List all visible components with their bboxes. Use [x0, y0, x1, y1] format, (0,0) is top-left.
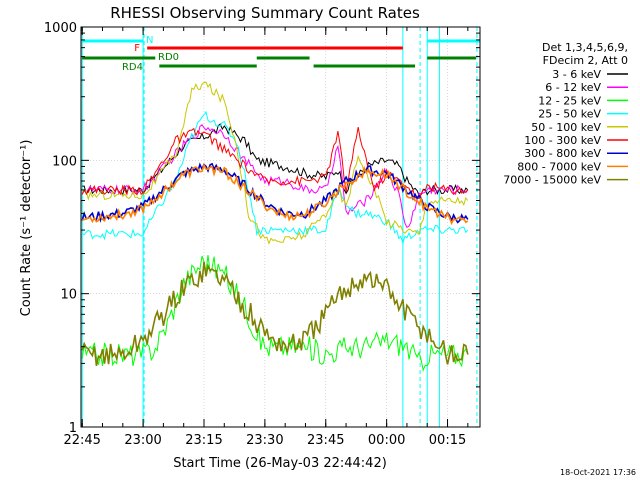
state-bar-label-rd0: RD0: [158, 52, 179, 63]
y-tick-label: 100: [52, 154, 77, 169]
axis-ticks-layer: 22:45 23:00 23:15 23:30 23:45 00:00 00:15 1 10 10…: [44, 21, 480, 448]
x-tick-label: 23:00: [124, 433, 161, 448]
legend-entry-label: 300 - 800 keV: [524, 147, 601, 160]
y-tick-label: 10: [60, 288, 77, 303]
state-bars-layer: NF RD0 RD4: [82, 35, 480, 73]
chart-title: RHESSI Observing Summary Count Rates: [110, 4, 420, 22]
x-tick-label: 23:45: [307, 433, 344, 448]
x-tick-label: 00:00: [368, 433, 405, 448]
series-line-3-6-kev-kev: [82, 123, 469, 197]
y-tick-label: 1: [69, 421, 77, 436]
footer-date: 18-Oct-2021 17:36: [560, 468, 636, 477]
x-axis-label: Start Time (26-May-03 22:44:42): [173, 456, 387, 471]
legend-entry-label: 7000 - 15000 keV: [503, 174, 601, 187]
legend-entry-label: 6 - 12 keV: [545, 81, 601, 94]
legend-header-detectors: Det 1,3,4,5,6,9,: [542, 41, 628, 54]
x-tick-label: 00:15: [429, 433, 466, 448]
series-line-7000-15000-kev-kev: [81, 261, 469, 366]
y-tick-label: 1000: [44, 21, 77, 36]
series-line-300-800-kev-kev: [81, 162, 469, 224]
state-bar-label-n: N: [146, 35, 153, 46]
y-axis-label: Count Rate (s⁻¹ detector⁻¹): [19, 140, 34, 317]
series-line-12-25-kev-kev: [81, 255, 469, 372]
series-layer: [81, 81, 469, 372]
saa-attenuator-lines: [81, 27, 478, 427]
x-tick-label: 23:15: [185, 433, 222, 448]
series-line-25-50-kev-kev: [81, 110, 469, 246]
series-line-800-7000-kev-kev: [82, 163, 469, 226]
plot-frame: [80, 26, 481, 428]
series-line-6-12-kev-kev: [81, 124, 469, 228]
legend-entry-label: 800 - 7000 keV: [517, 160, 601, 173]
legend-header-decimation: FDecim 2, Att 0: [543, 54, 628, 67]
series-line-100-300-kev-kev: [81, 127, 469, 200]
legend-entry-label: 100 - 300 keV: [524, 134, 601, 147]
legend-entry-label: 3 - 6 keV: [552, 68, 601, 81]
x-tick-label: 23:30: [246, 433, 283, 448]
legend-entry-label: 25 - 50 keV: [538, 108, 601, 121]
series-line-50-100-kev-kev: [81, 81, 469, 245]
legend-entry-label: 50 - 100 keV: [531, 121, 601, 134]
x-tick-label: 22:45: [63, 433, 100, 448]
legend-entry-label: 12 - 25 keV: [538, 94, 601, 107]
state-bar-label-f: F: [134, 43, 140, 54]
state-bar-label-rd4: RD4: [122, 62, 143, 73]
